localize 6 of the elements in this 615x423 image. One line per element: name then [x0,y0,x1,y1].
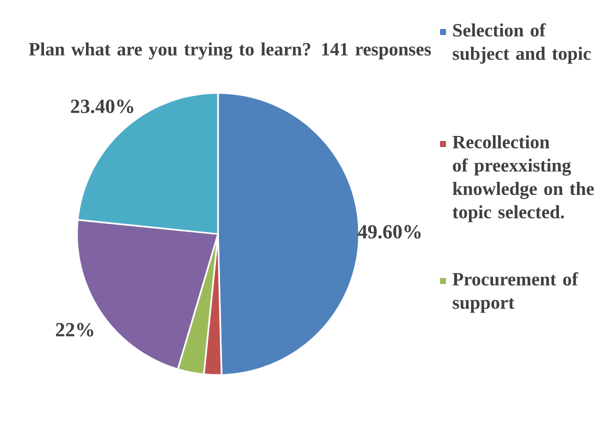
data-label: 22% [56,323,94,337]
legend-label: Selection of subject and topic [452,23,591,64]
legend-label: Procurement of support [452,272,578,313]
data-label: 23.40% [70,100,134,114]
legend-label: Recollection of preexxisting knowledge on the topic selected. [452,135,594,222]
text: Plan what are you trying to learn? 141 responses [28,42,431,60]
